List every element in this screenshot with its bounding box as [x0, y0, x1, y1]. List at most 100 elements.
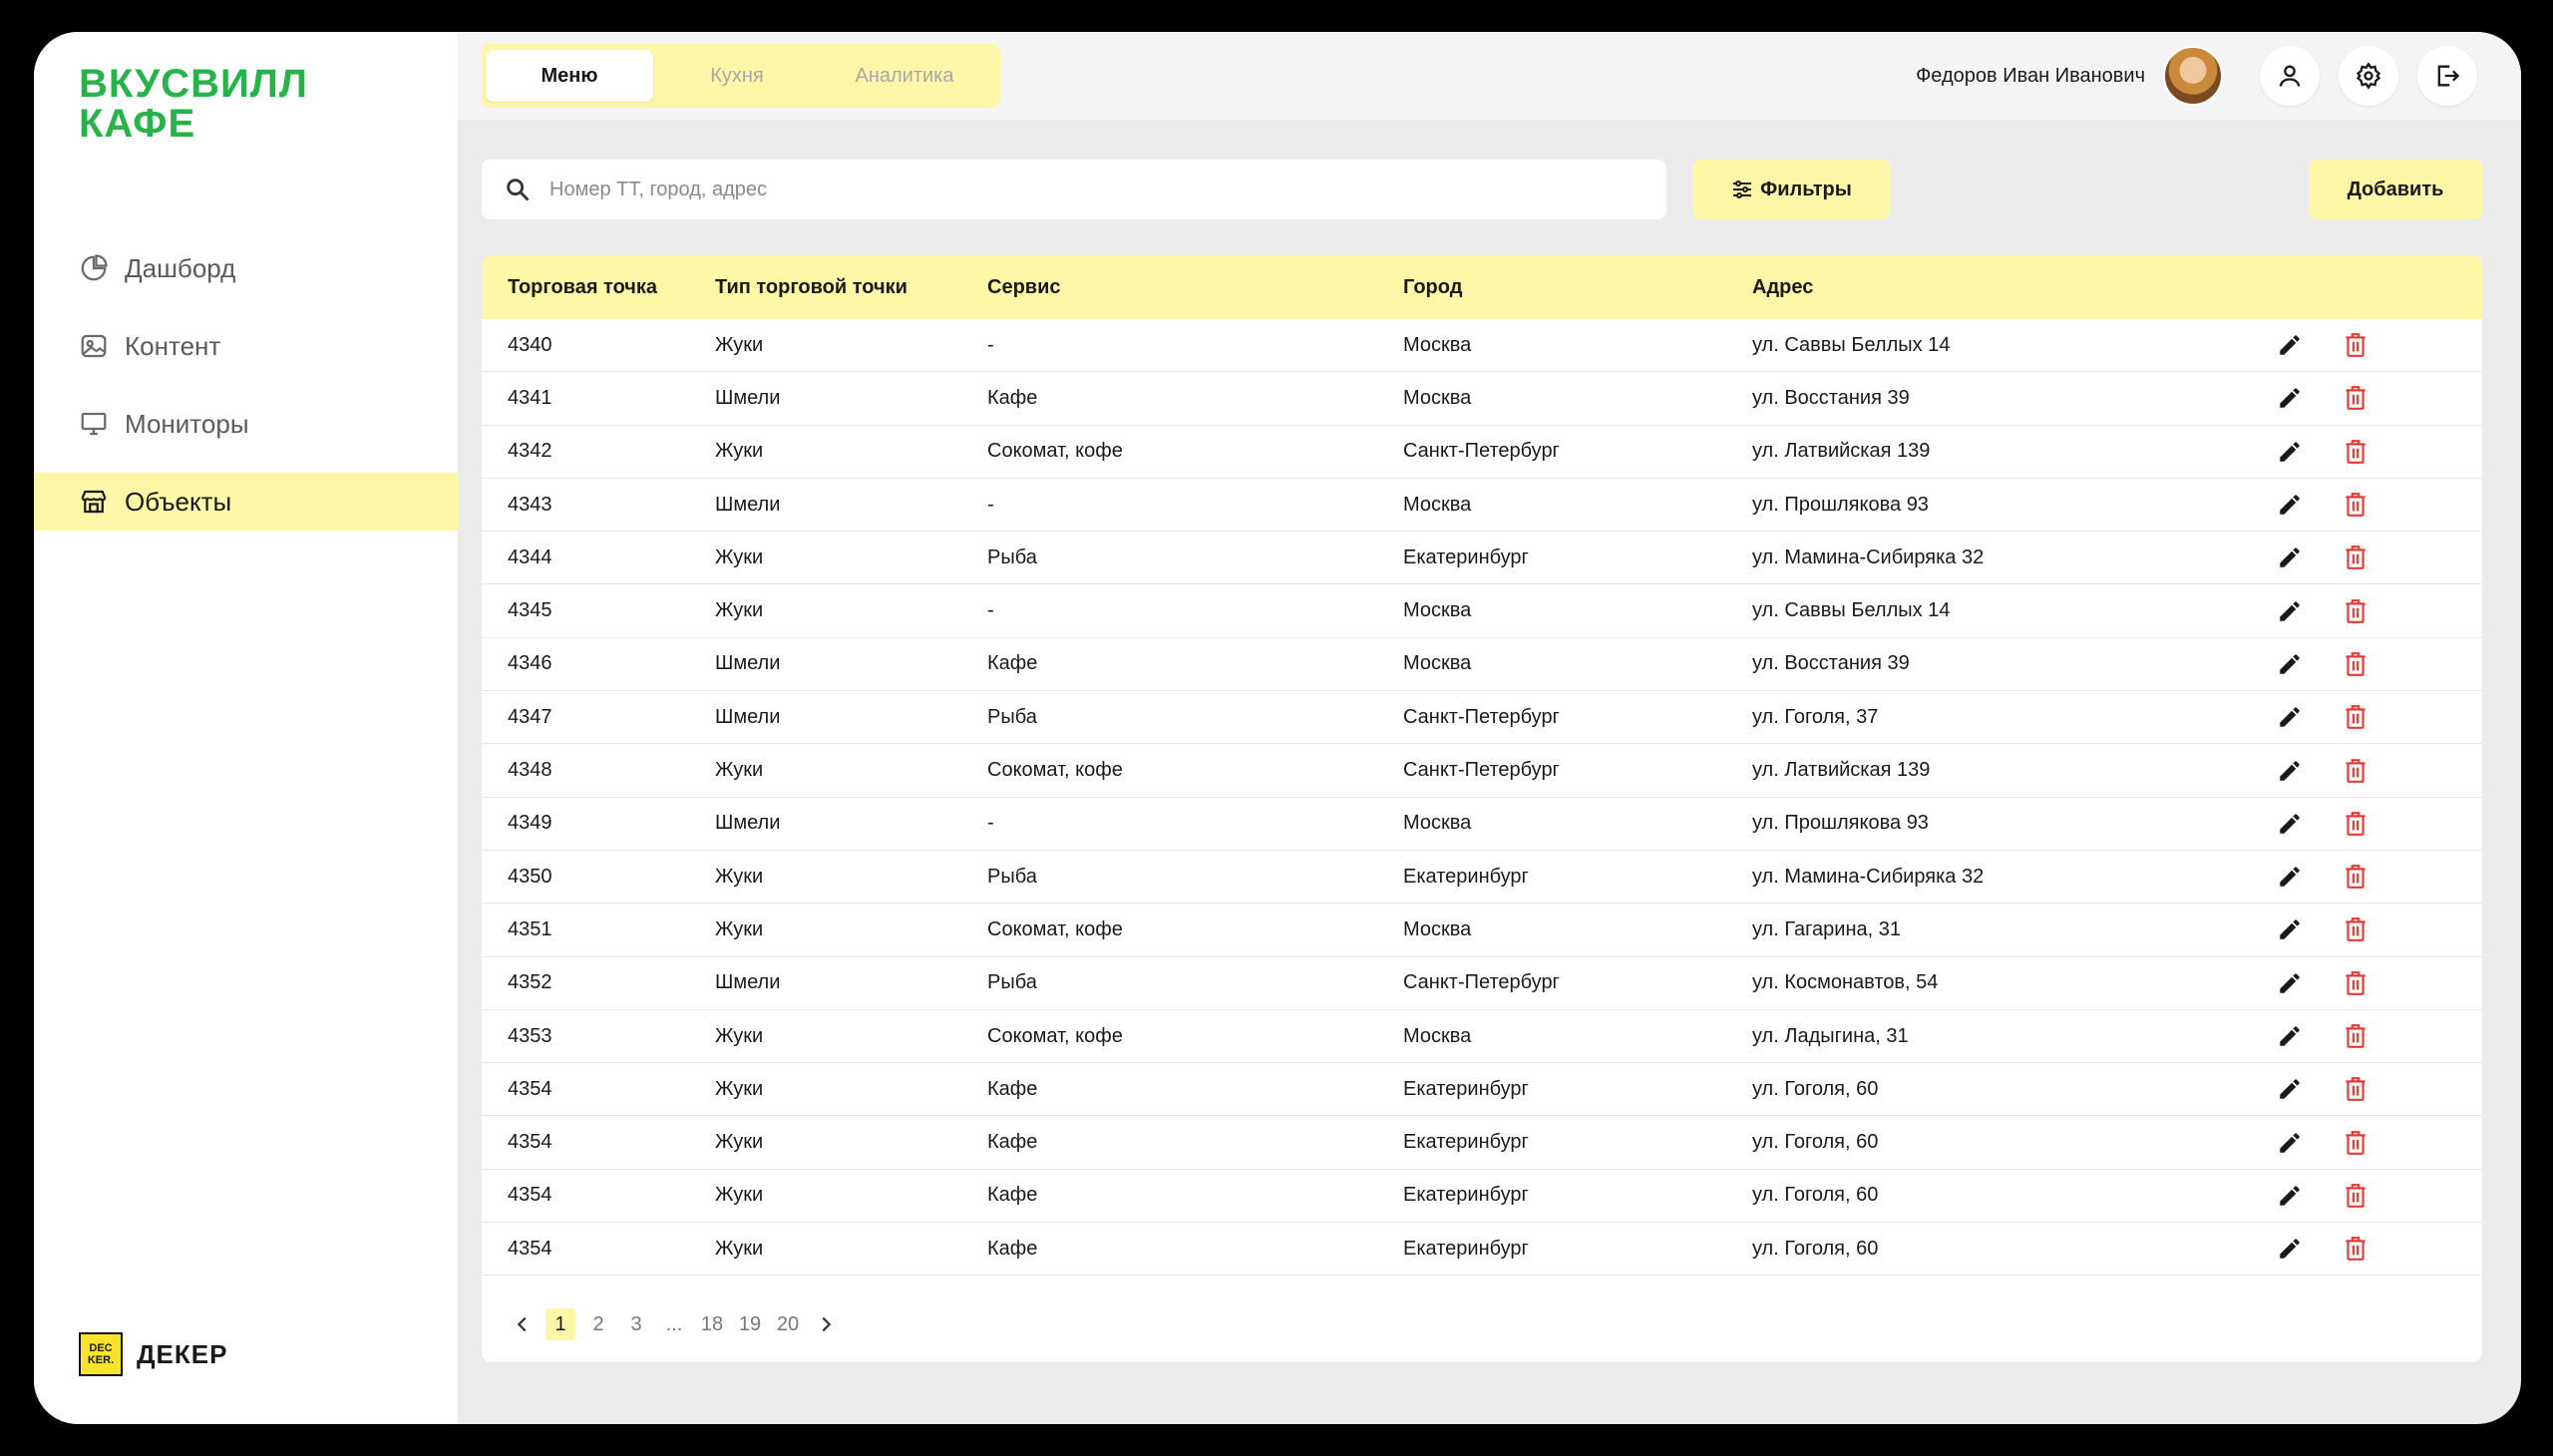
- next-page-button[interactable]: [811, 1308, 841, 1340]
- add-button[interactable]: Добавить: [2309, 160, 2482, 219]
- delete-button[interactable]: [2341, 330, 2371, 360]
- edit-button[interactable]: [2275, 383, 2305, 413]
- delete-button[interactable]: [2341, 702, 2371, 732]
- tab-kitchen[interactable]: Кухня: [710, 64, 764, 87]
- edit-button[interactable]: [2275, 543, 2305, 572]
- edit-button[interactable]: [2275, 862, 2305, 892]
- edit-button[interactable]: [2275, 437, 2305, 467]
- cell-address: ул. Ладыгина, 31: [1752, 1024, 1909, 1047]
- edit-button[interactable]: [2275, 914, 2305, 944]
- cell-address: ул. Гагарина, 31: [1752, 917, 1901, 940]
- cell-store-id: 4343: [508, 493, 552, 516]
- cell-store-type: Шмели: [715, 705, 781, 728]
- sliders-icon: [1733, 181, 1752, 198]
- cell-store-id: 4353: [508, 1024, 552, 1047]
- delete-button[interactable]: [2341, 596, 2371, 626]
- cell-address: ул. Мамина-Сибиряка 32: [1752, 865, 1985, 888]
- table-row: 4340 Жуки - Москва ул. Саввы Беллых 14: [482, 319, 2482, 373]
- delete-button[interactable]: [2341, 1234, 2371, 1264]
- delete-button[interactable]: [2341, 1181, 2371, 1211]
- edit-button[interactable]: [2275, 968, 2305, 998]
- cell-city: Москва: [1403, 493, 1472, 516]
- cell-service: Кафе: [987, 1131, 1038, 1154]
- cell-store-id: 4342: [508, 440, 552, 463]
- search-input[interactable]: [549, 178, 1627, 201]
- sidebar-item-label: Мониторы: [125, 408, 249, 439]
- cell-city: Москва: [1403, 812, 1472, 835]
- sidebar-item-label: Дашборд: [125, 252, 236, 283]
- cell-city: Екатеринбург: [1403, 546, 1529, 568]
- edit-button[interactable]: [2275, 1021, 2305, 1051]
- prev-page-button[interactable]: [508, 1308, 538, 1340]
- page-number[interactable]: 18: [700, 1312, 724, 1335]
- settings-button[interactable]: [2339, 46, 2398, 106]
- image-icon: [81, 334, 107, 358]
- edit-button[interactable]: [2275, 756, 2305, 786]
- page-number[interactable]: 3: [630, 1312, 642, 1335]
- profile-button[interactable]: [2260, 46, 2320, 106]
- sidebar-item-monitors[interactable]: Мониторы: [34, 395, 458, 453]
- delete-button[interactable]: [2341, 1128, 2371, 1158]
- page-number[interactable]: 20: [776, 1312, 800, 1335]
- tab-menu[interactable]: Меню: [486, 50, 653, 102]
- cell-store-id: 4354: [508, 1077, 552, 1100]
- table-header: Торговая точка Тип торговой точки Сервис…: [482, 255, 2482, 319]
- edit-button[interactable]: [2275, 330, 2305, 360]
- delete-button[interactable]: [2341, 649, 2371, 679]
- row-actions: [2275, 1021, 2371, 1051]
- pencil-icon: [2280, 760, 2300, 781]
- edit-button[interactable]: [2275, 649, 2305, 679]
- cell-store-type: Жуки: [715, 546, 764, 568]
- row-actions: [2275, 383, 2371, 413]
- delete-button[interactable]: [2341, 437, 2371, 467]
- edit-button[interactable]: [2275, 1181, 2305, 1211]
- column-header: Город: [1403, 275, 1463, 298]
- edit-button[interactable]: [2275, 1074, 2305, 1104]
- delete-button[interactable]: [2341, 914, 2371, 944]
- sidebar-nav: Дашборд Контент Мониторы Объекты: [34, 239, 458, 550]
- trash-icon: [2346, 1184, 2366, 1208]
- edit-button[interactable]: [2275, 1234, 2305, 1264]
- cell-city: Екатеринбург: [1403, 865, 1529, 888]
- delete-button[interactable]: [2341, 862, 2371, 892]
- pencil-icon: [2280, 388, 2300, 409]
- delete-button[interactable]: [2341, 490, 2371, 520]
- gear-icon: [2356, 62, 2381, 90]
- delete-button[interactable]: [2341, 1021, 2371, 1051]
- delete-button[interactable]: [2341, 1074, 2371, 1104]
- trash-icon: [2346, 811, 2366, 836]
- logout-button[interactable]: [2417, 46, 2477, 106]
- page-number[interactable]: 2: [592, 1312, 604, 1335]
- delete-button[interactable]: [2341, 756, 2371, 786]
- edit-button[interactable]: [2275, 596, 2305, 626]
- cell-store-id: 4340: [508, 333, 552, 356]
- cell-service: Рыба: [987, 865, 1037, 888]
- tab-analytics[interactable]: Аналитика: [855, 64, 954, 87]
- table-row: 4345 Жуки - Москва ул. Саввы Беллых 14: [482, 584, 2482, 638]
- sidebar-item-content[interactable]: Контент: [34, 317, 458, 375]
- filters-button[interactable]: Фильтры: [1692, 160, 1890, 219]
- delete-button[interactable]: [2341, 968, 2371, 998]
- table-row: 4348 Жуки Сокомат, кофе Санкт-Петербург ул. …: [482, 744, 2482, 798]
- delete-button[interactable]: [2341, 383, 2371, 413]
- delete-button[interactable]: [2341, 543, 2371, 572]
- trash-icon: [2346, 386, 2366, 411]
- table-row: 4350 Жуки Рыба Екатеринбург ул. Мамина-Сибир…: [482, 851, 2482, 905]
- sidebar-item-dashboard[interactable]: Дашборд: [34, 239, 458, 297]
- delete-button[interactable]: [2341, 809, 2371, 839]
- edit-button[interactable]: [2275, 1128, 2305, 1158]
- page-number[interactable]: 19: [738, 1312, 762, 1335]
- cell-service: Кафе: [987, 1184, 1038, 1207]
- edit-button[interactable]: [2275, 809, 2305, 839]
- pencil-icon: [2280, 441, 2300, 462]
- cell-service: Сокомат, кофе: [987, 440, 1123, 463]
- sidebar-item-objects[interactable]: Объекты: [34, 473, 458, 531]
- edit-button[interactable]: [2275, 490, 2305, 520]
- page-list: 1 2 3... 18 19 20: [546, 1308, 811, 1340]
- cell-address: ул. Прошлякова 93: [1752, 812, 1929, 835]
- pencil-icon: [2280, 335, 2300, 355]
- page-number[interactable]: 1: [546, 1308, 575, 1340]
- edit-button[interactable]: [2275, 702, 2305, 732]
- logo[interactable]: ВКУСВИЛЛ КАФЕ: [79, 64, 308, 144]
- avatar[interactable]: [2163, 46, 2223, 106]
